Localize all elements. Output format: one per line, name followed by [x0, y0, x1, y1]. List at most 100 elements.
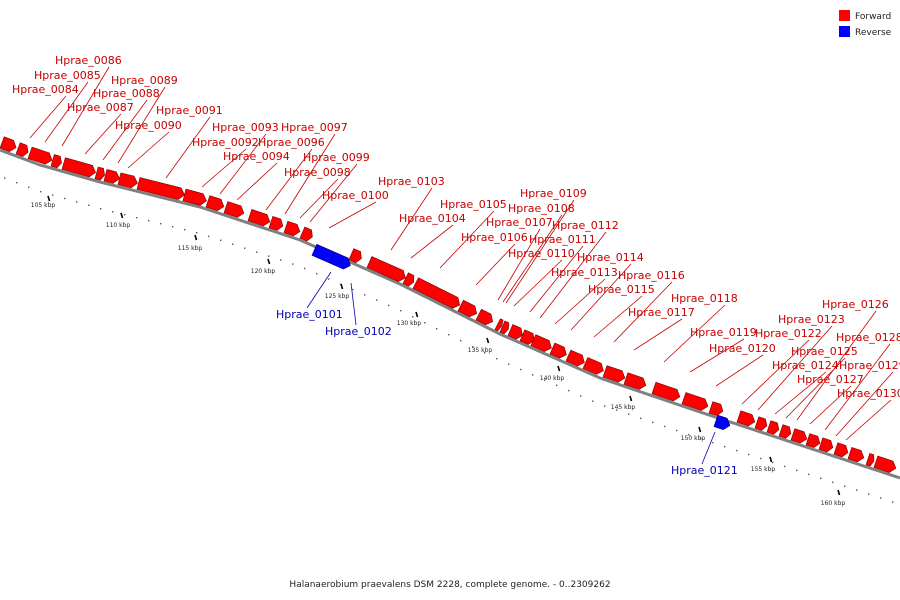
forward-gene-feature[interactable] — [61, 157, 96, 178]
gene-label[interactable]: Hprae_0121 — [671, 464, 738, 477]
forward-gene-feature[interactable] — [847, 447, 865, 463]
forward-gene-feature[interactable] — [736, 410, 756, 427]
forward-gene-feature[interactable] — [519, 329, 535, 345]
gene-label[interactable]: Hprae_0115 — [588, 283, 655, 296]
forward-gene-feature[interactable] — [818, 437, 834, 453]
forward-gene-feature[interactable] — [651, 381, 681, 402]
gene-label[interactable]: Hprae_0103 — [378, 175, 445, 188]
gene-label[interactable]: Hprae_0112 — [552, 219, 619, 232]
gene-label[interactable]: Hprae_0127 — [797, 373, 864, 386]
forward-gene-feature[interactable] — [833, 442, 849, 458]
axis-minor-tick — [364, 294, 366, 296]
gene-label[interactable]: Hprae_0104 — [399, 212, 466, 225]
forward-gene-feature[interactable] — [412, 277, 461, 309]
gene-label[interactable]: Hprae_0097 — [281, 121, 348, 134]
gene-label[interactable]: Hprae_0129 — [839, 359, 900, 372]
gene-label[interactable]: Hprae_0086 — [55, 54, 122, 67]
gene-label[interactable]: Hprae_0125 — [791, 345, 858, 358]
forward-gene-feature[interactable] — [681, 392, 709, 411]
gene-label[interactable]: Hprae_0087 — [67, 101, 134, 114]
gene-label[interactable]: Hprae_0085 — [34, 69, 101, 82]
gene-label[interactable]: Hprae_0084 — [12, 83, 79, 96]
gene-label[interactable]: Hprae_0113 — [551, 266, 618, 279]
forward-gene-feature[interactable] — [247, 209, 271, 227]
gene-label[interactable]: Hprae_0110 — [508, 247, 575, 260]
gene-label-leader — [102, 99, 148, 161]
gene-label[interactable]: Hprae_0108 — [508, 202, 575, 215]
forward-gene-feature[interactable] — [708, 401, 724, 416]
forward-gene-feature[interactable] — [117, 172, 138, 189]
gene-label[interactable]: Hprae_0122 — [755, 327, 822, 340]
gene-label-leader — [390, 187, 433, 251]
forward-gene-feature[interactable] — [475, 308, 494, 326]
gene-label[interactable]: Hprae_0094 — [223, 150, 290, 163]
gene-label[interactable]: Hprae_0098 — [284, 166, 351, 179]
gene-label[interactable]: Hprae_0093 — [212, 121, 279, 134]
forward-gene-feature[interactable] — [182, 188, 207, 206]
reverse-gene-feature[interactable] — [329, 251, 351, 270]
gene-label[interactable]: Hprae_0100 — [322, 189, 389, 202]
gene-label[interactable]: Hprae_0117 — [628, 306, 695, 319]
forward-gene-feature[interactable] — [15, 142, 29, 157]
forward-gene-feature[interactable] — [766, 420, 780, 435]
forward-gene-feature[interactable] — [50, 154, 62, 169]
gene-label[interactable]: Hprae_0109 — [520, 187, 587, 200]
forward-gene-feature[interactable] — [873, 455, 897, 473]
axis-minor-tick — [412, 316, 414, 318]
forward-gene-feature[interactable] — [402, 272, 415, 287]
gene-label[interactable]: Hprae_0092 — [192, 136, 259, 149]
forward-gene-feature[interactable] — [507, 324, 523, 340]
gene-label[interactable]: Hprae_0091 — [156, 104, 223, 117]
forward-gene-feature[interactable] — [94, 166, 105, 181]
gene-label[interactable]: Hprae_0128 — [836, 331, 900, 344]
forward-gene-feature[interactable] — [0, 136, 17, 152]
forward-gene-feature[interactable] — [299, 226, 313, 242]
forward-gene-feature[interactable] — [790, 428, 808, 444]
forward-gene-feature[interactable] — [366, 256, 406, 282]
gene-label[interactable]: Hprae_0124 — [772, 359, 839, 372]
gene-label[interactable]: Hprae_0107 — [486, 216, 553, 229]
forward-gene-feature[interactable] — [103, 169, 120, 184]
forward-gene-feature[interactable] — [223, 201, 245, 218]
gene-label[interactable]: Hprae_0089 — [111, 74, 178, 87]
forward-gene-feature[interactable] — [348, 248, 362, 263]
gene-label-leader — [29, 95, 67, 139]
gene-label[interactable]: Hprae_0130 — [837, 387, 900, 400]
forward-gene-feature[interactable] — [457, 299, 478, 318]
forward-gene-feature[interactable] — [530, 334, 552, 352]
forward-gene-feature[interactable] — [549, 342, 567, 359]
gene-label[interactable]: Hprae_0114 — [577, 251, 644, 264]
forward-gene-feature[interactable] — [499, 320, 510, 335]
forward-gene-feature[interactable] — [283, 220, 301, 237]
forward-gene-feature[interactable] — [805, 433, 821, 448]
gene-label[interactable]: Hprae_0120 — [709, 342, 776, 355]
gene-label[interactable]: Hprae_0105 — [440, 198, 507, 211]
forward-gene-feature[interactable] — [754, 416, 768, 431]
gene-label[interactable]: Hprae_0088 — [93, 87, 160, 100]
gene-label[interactable]: Hprae_0123 — [778, 313, 845, 326]
gene-label[interactable]: Hprae_0102 — [325, 325, 392, 338]
gene-label[interactable]: Hprae_0118 — [671, 292, 738, 305]
forward-gene-feature[interactable] — [205, 195, 225, 212]
forward-gene-feature[interactable] — [27, 146, 53, 165]
gene-label[interactable]: Hprae_0096 — [258, 136, 325, 149]
gene-label[interactable]: Hprae_0106 — [461, 231, 528, 244]
forward-gene-feature[interactable] — [494, 318, 504, 332]
forward-gene-feature[interactable] — [623, 372, 647, 390]
forward-gene-feature[interactable] — [582, 357, 604, 375]
forward-gene-feature[interactable] — [268, 216, 284, 231]
gene-label[interactable]: Hprae_0126 — [822, 298, 889, 311]
gene-label[interactable]: Hprae_0099 — [303, 151, 370, 164]
forward-gene-feature[interactable] — [865, 453, 875, 467]
gene-label[interactable]: Hprae_0111 — [529, 233, 596, 246]
reverse-gene-feature[interactable] — [713, 414, 731, 431]
forward-gene-feature[interactable] — [778, 424, 792, 439]
forward-gene-feature[interactable] — [136, 177, 185, 200]
gene-label[interactable]: Hprae_0090 — [115, 119, 182, 132]
gene-label[interactable]: Hprae_0116 — [618, 269, 685, 282]
forward-gene-feature[interactable] — [565, 349, 585, 367]
gene-label[interactable]: Hprae_0119 — [690, 326, 757, 339]
gene-label[interactable]: Hprae_0101 — [276, 308, 343, 321]
forward-gene-feature[interactable] — [602, 365, 626, 383]
axis-minor-tick — [616, 409, 618, 411]
